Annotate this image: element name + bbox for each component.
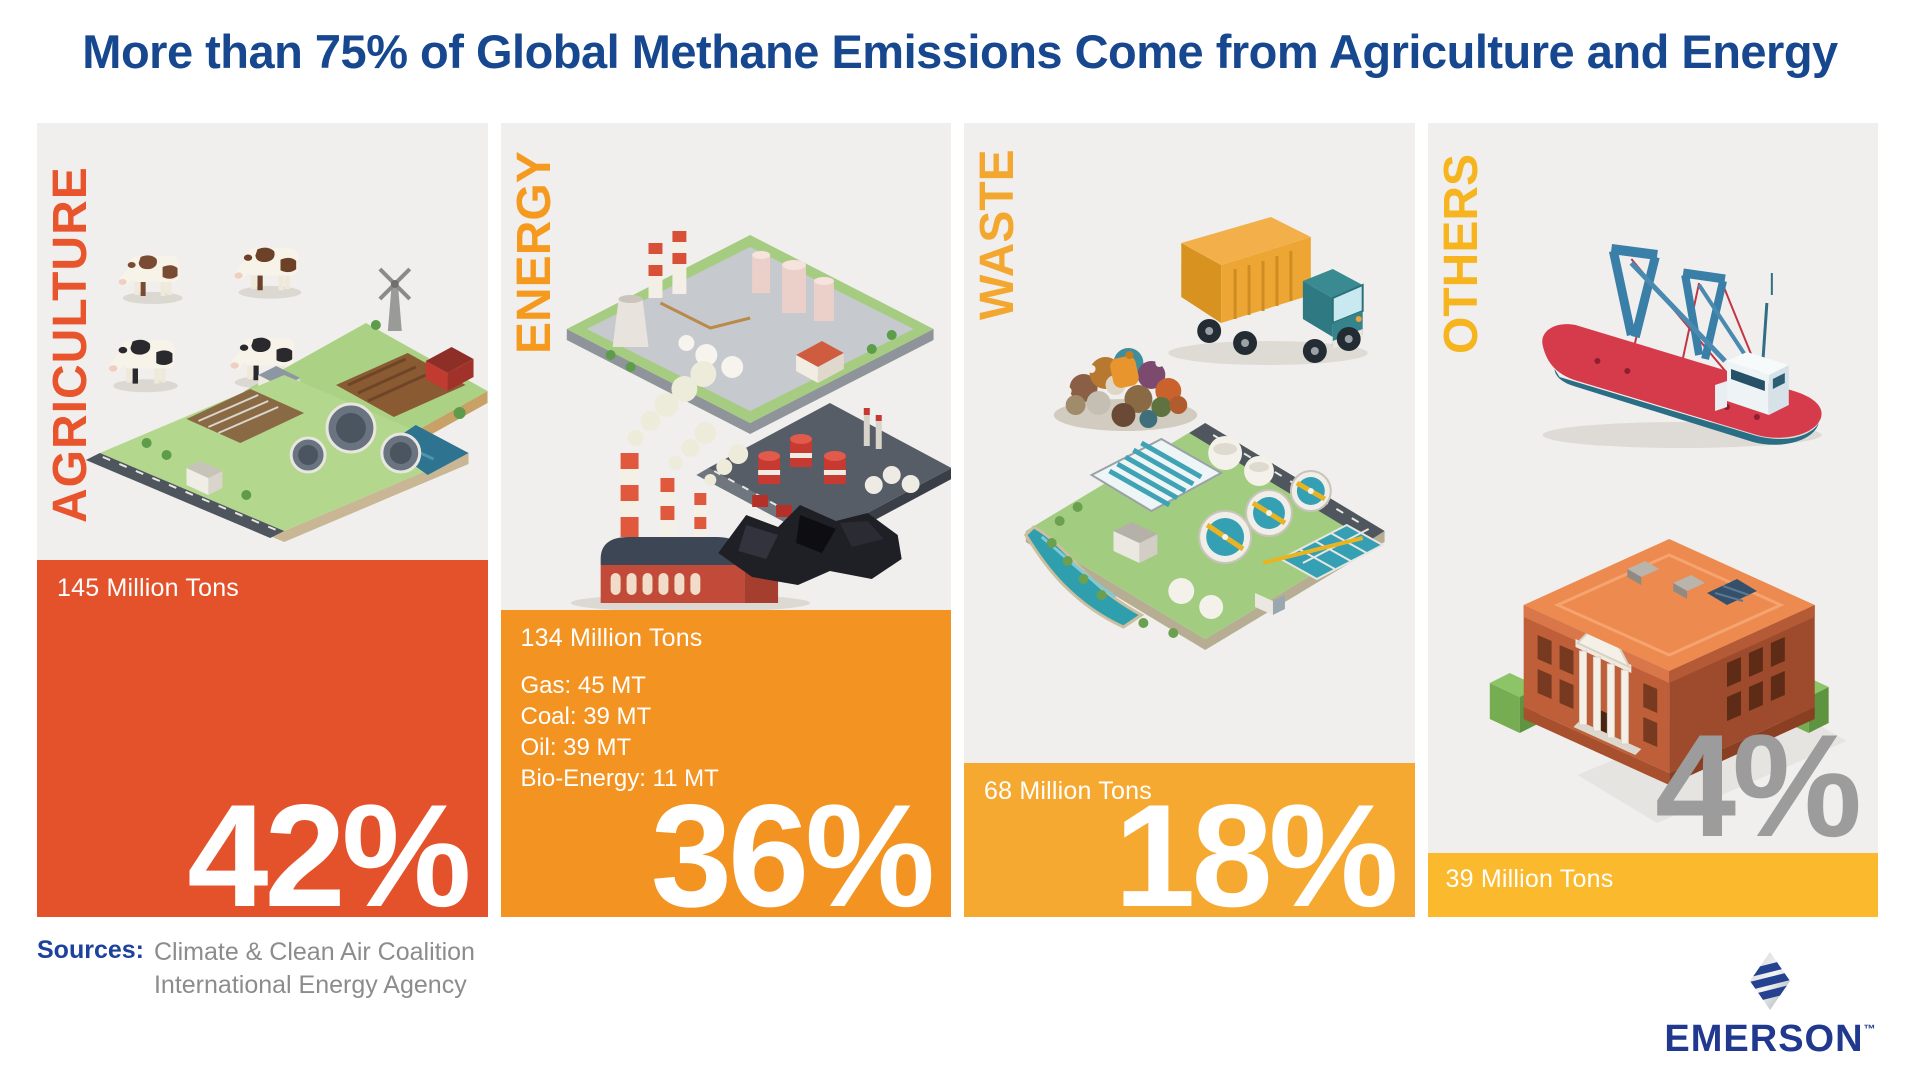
sources-label: Sources:: [37, 936, 144, 964]
coal-power-plant-icon: [570, 361, 902, 610]
waste-tons: 68 Million Tons: [984, 777, 1152, 805]
agriculture-illustration-area: AGRICULTURE: [37, 123, 488, 560]
garbage-truck-icon: [1168, 217, 1368, 365]
energy-percent: 36%: [650, 774, 935, 938]
waste-percent: 18%: [1114, 774, 1398, 938]
garbage-pile-icon: [1053, 348, 1198, 431]
energy-breakdown-bioenergy: Bio-Energy: 11 MT: [520, 765, 719, 792]
refinery-icon: [566, 231, 934, 434]
energy-value-block: 134 Million Tons Gas: 45 MT Coal: 39 MT …: [500, 610, 951, 938]
trademark-symbol: ™: [1863, 1022, 1876, 1036]
others-illustration-area: OTHERS: [1427, 123, 1878, 853]
source-line-2: International Energy Agency: [153, 971, 467, 999]
energy-tons: 134 Million Tons: [520, 624, 703, 652]
smoke-icon: [627, 361, 748, 486]
column-others: OTHERS: [1427, 123, 1878, 917]
column-energy: ENERGY: [500, 123, 951, 938]
agriculture-value-block: 145 Million Tons 42%: [37, 560, 488, 938]
page-title: More than 75% of Global Methane Emission…: [82, 25, 1838, 78]
coal-pile-icon: [717, 505, 902, 585]
waste-value-block: 68 Million Tons 18%: [964, 763, 1415, 938]
waste-illustration-area: WASTE: [964, 123, 1415, 763]
agriculture-percent: 42%: [187, 774, 471, 938]
emerson-brand-text: EMERSON: [1664, 1018, 1864, 1060]
energy-breakdown: Gas: 45 MT Coal: 39 MT Oil: 39 MT Bio-En…: [521, 670, 719, 794]
emerson-logo: EMERSON™: [1645, 952, 1895, 1061]
fishing-ship-icon: [1541, 244, 1822, 448]
energy-breakdown-coal: Coal: 39 MT: [520, 703, 652, 730]
sources: Sources: Climate & Clean Air Coalition I…: [37, 936, 475, 1002]
emerson-diamond-icon: [1750, 952, 1790, 1010]
agriculture-illustration: [85, 247, 488, 542]
public-building-icon: [1489, 539, 1847, 823]
column-agriculture: AGRICULTURE: [37, 123, 488, 938]
energy-illustration-area: ENERGY: [500, 123, 951, 610]
others-tons: 39 Million Tons: [1445, 865, 1614, 893]
waste-illustration: [1023, 217, 1385, 650]
energy-breakdown-gas: Gas: 45 MT: [520, 672, 646, 699]
source-line-1: Climate & Clean Air Coalition: [153, 938, 475, 966]
energy-illustration: [566, 231, 951, 610]
others-illustration: [1489, 244, 1847, 823]
others-value-block: 39 Million Tons: [1427, 853, 1878, 917]
columns: AGRICULTURE: [37, 123, 1878, 938]
others-percent: 4%: [1654, 704, 1862, 853]
agriculture-tons: 145 Million Tons: [57, 574, 240, 602]
emerson-wordmark: EMERSON™: [1645, 1018, 1895, 1061]
treatment-plant-icon: [1023, 423, 1385, 650]
column-waste: WASTE: [964, 123, 1415, 938]
energy-breakdown-oil: Oil: 39 MT: [520, 734, 632, 761]
